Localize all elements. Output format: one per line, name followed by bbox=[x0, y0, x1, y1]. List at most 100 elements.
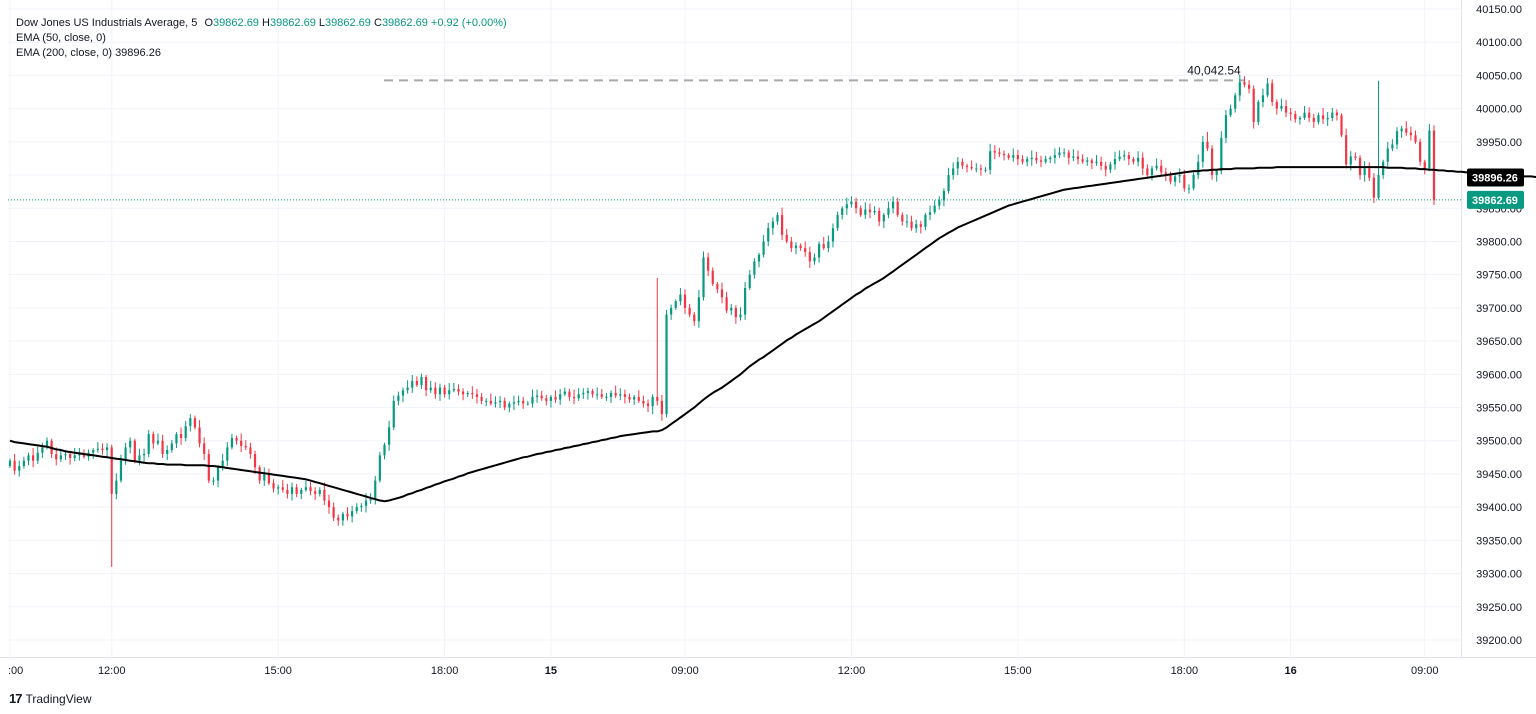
tradingview-logo-text: TradingView bbox=[25, 691, 92, 706]
candle bbox=[1423, 159, 1426, 175]
candle bbox=[258, 465, 261, 484]
price-tick-label: 40050.00 bbox=[1476, 70, 1522, 82]
candle-body bbox=[859, 208, 862, 215]
candle bbox=[1127, 151, 1130, 166]
candle-body bbox=[406, 387, 409, 391]
candle bbox=[748, 270, 751, 290]
time-tick-label: :00 bbox=[8, 665, 23, 677]
candle bbox=[388, 420, 391, 451]
candle bbox=[776, 212, 779, 225]
candle bbox=[485, 398, 488, 407]
candle bbox=[517, 395, 520, 406]
candle bbox=[813, 253, 816, 265]
candle-body bbox=[258, 467, 261, 481]
candle-body bbox=[1303, 112, 1306, 118]
candle bbox=[346, 507, 349, 521]
price-tick-label: 39500.00 bbox=[1476, 436, 1522, 448]
candle bbox=[859, 205, 862, 217]
price-tick-label: 39650.00 bbox=[1476, 336, 1522, 348]
candle-body bbox=[554, 396, 557, 400]
candle bbox=[494, 396, 497, 408]
candle bbox=[545, 394, 548, 406]
price-tick-label: 39250.00 bbox=[1476, 602, 1522, 614]
candle bbox=[1109, 161, 1112, 174]
tradingview-logo[interactable]: 17 TradingView bbox=[9, 691, 92, 706]
candle bbox=[808, 246, 811, 269]
candle bbox=[841, 206, 844, 220]
candle-body bbox=[623, 394, 627, 397]
candle bbox=[1012, 148, 1015, 162]
candle-body bbox=[1113, 159, 1117, 165]
candle-body bbox=[762, 241, 765, 255]
ema-200-price-badge bbox=[1467, 168, 1524, 187]
candle bbox=[1229, 104, 1232, 118]
candle bbox=[156, 433, 160, 446]
time-tick-label: 16 bbox=[1285, 665, 1297, 677]
candle bbox=[998, 147, 1001, 158]
candle-body bbox=[1349, 156, 1352, 165]
candle bbox=[1137, 151, 1140, 167]
legend-open: 39862.69 bbox=[213, 17, 259, 29]
candle bbox=[1197, 154, 1200, 180]
price-axis[interactable]: 40150.00 40100.00 40050.00 40000.00 39950.00… bbox=[1467, 4, 1524, 647]
candle bbox=[781, 207, 784, 241]
candle bbox=[189, 414, 192, 432]
candle bbox=[827, 235, 830, 253]
candle-body bbox=[198, 427, 201, 444]
candle-body bbox=[415, 380, 418, 385]
candle-body bbox=[1173, 176, 1177, 182]
candle-body bbox=[998, 152, 1001, 154]
candle-body bbox=[1044, 159, 1047, 162]
price-tick-label: 39950.00 bbox=[1476, 137, 1522, 149]
candle-body bbox=[614, 392, 617, 396]
candle-body bbox=[115, 480, 118, 494]
candle bbox=[1252, 85, 1255, 129]
candle-body bbox=[693, 314, 696, 322]
candle-body bbox=[887, 208, 890, 215]
candle bbox=[489, 393, 492, 406]
candle bbox=[836, 211, 839, 231]
price-tick-label: 39700.00 bbox=[1476, 303, 1522, 315]
legend-ema50-row[interactable]: EMA (50, close, 0) bbox=[16, 31, 507, 46]
candle-body bbox=[753, 261, 756, 275]
candle-body bbox=[535, 395, 539, 397]
candle bbox=[1261, 88, 1265, 108]
legend-ema200-row[interactable]: EMA (200, close, 0) 39896.26 bbox=[16, 46, 507, 61]
candle-body bbox=[1021, 159, 1024, 162]
candle bbox=[887, 201, 890, 219]
candle-body bbox=[1137, 157, 1140, 162]
candle-body bbox=[850, 201, 853, 205]
candle bbox=[1428, 123, 1431, 172]
candle-body bbox=[32, 455, 35, 461]
candle bbox=[1419, 138, 1422, 166]
candle-body bbox=[568, 391, 571, 397]
candle bbox=[1386, 141, 1389, 168]
candle bbox=[512, 395, 516, 411]
candle bbox=[614, 385, 617, 399]
candle bbox=[360, 503, 363, 512]
candle bbox=[633, 394, 636, 405]
candle bbox=[471, 386, 474, 399]
candle-body bbox=[489, 400, 492, 404]
candle-body bbox=[1382, 161, 1385, 176]
candle bbox=[1141, 152, 1144, 176]
candle bbox=[1377, 80, 1380, 200]
candle-body bbox=[697, 297, 700, 322]
candle-body bbox=[253, 454, 257, 468]
candle-body bbox=[665, 314, 668, 415]
candle bbox=[947, 167, 950, 194]
candle-body bbox=[522, 400, 525, 404]
candle bbox=[147, 430, 150, 458]
legend-symbol-row[interactable]: Dow Jones US Industrials Average, 5 O398… bbox=[16, 17, 507, 29]
candle-body bbox=[277, 487, 280, 489]
candle bbox=[425, 374, 428, 397]
legend-interval: 5 bbox=[191, 17, 198, 29]
candle bbox=[1303, 105, 1306, 120]
time-axis[interactable]: :00 12:00 15:00 18:00 15 09:00 12:00 15:00 18:00… bbox=[8, 665, 1536, 677]
candle bbox=[429, 380, 432, 393]
candle bbox=[1076, 150, 1080, 165]
candle-body bbox=[41, 447, 44, 453]
legend-symbol: Dow Jones US Industrials Average bbox=[16, 17, 186, 29]
candle bbox=[1312, 113, 1315, 128]
